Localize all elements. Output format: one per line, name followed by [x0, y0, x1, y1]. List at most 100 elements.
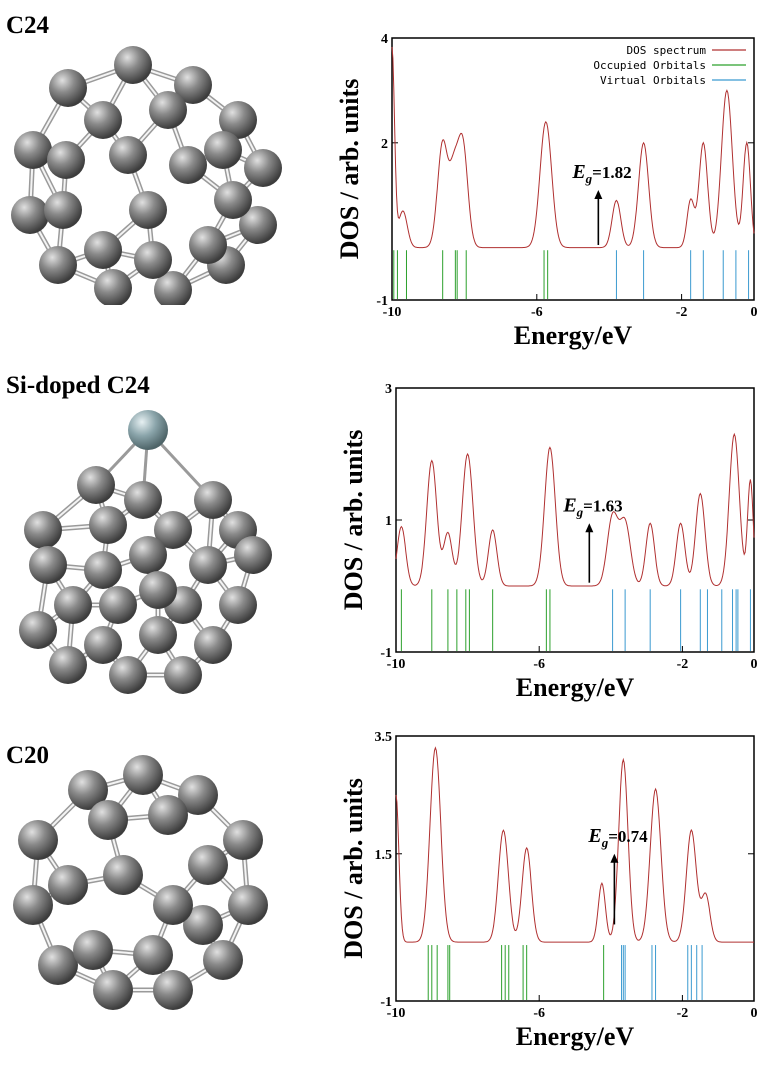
x-tick-label: 0: [751, 657, 758, 672]
molecule-label-si-doped-c24: Si-doped C24: [6, 372, 150, 399]
plot-frame: [395, 735, 755, 1002]
carbon-atom: [11, 196, 49, 234]
carbon-atom: [223, 820, 263, 860]
y-tick-label: -1: [380, 995, 392, 1010]
x-tick-label: -6: [533, 657, 545, 672]
carbon-atom: [154, 271, 192, 305]
y-tick-label: 4: [381, 32, 388, 47]
carbon-atom: [194, 626, 232, 664]
y-tick-label: 1.5: [375, 848, 393, 863]
carbon-atom: [154, 511, 192, 549]
carbon-atom: [73, 930, 113, 970]
carbon-atom: [228, 885, 268, 925]
carbon-atom: [153, 970, 193, 1010]
legend-entry-label: Occupied Orbitals: [593, 59, 706, 72]
carbon-atom: [39, 246, 77, 284]
carbon-atom: [49, 69, 87, 107]
y-tick-label: 2: [381, 137, 388, 152]
dos-spectrum-line: [395, 746, 754, 943]
carbon-atom: [99, 586, 137, 624]
carbon-atom: [103, 855, 143, 895]
molecule-label-c24: C24: [6, 12, 50, 39]
dos-spectrum-line: [395, 432, 755, 587]
carbon-atom: [203, 940, 243, 980]
gap-arrow-head: [610, 853, 619, 863]
y-tick-label: 3: [385, 382, 392, 397]
carbon-atom: [114, 46, 152, 84]
carbon-atom: [47, 141, 85, 179]
carbon-atom: [153, 885, 193, 925]
carbon-atom: [68, 770, 108, 810]
carbon-atom: [54, 586, 92, 624]
carbon-atom: [244, 149, 282, 187]
x-tick-label: -6: [533, 1006, 545, 1021]
carbon-atom: [24, 511, 62, 549]
carbon-atom: [29, 546, 67, 584]
band-gap-label: Eg=1.63: [562, 494, 622, 519]
carbon-atom: [234, 536, 272, 574]
x-tick-label: -10: [383, 305, 402, 320]
y-tick-label: -1: [376, 294, 388, 309]
carbon-atom: [129, 536, 167, 574]
x-tick-label: -2: [677, 657, 689, 672]
carbon-atom: [38, 945, 78, 985]
carbon-atom: [93, 970, 133, 1010]
dos-chart-c20: 3.5 1.5 -1-10 -6 -2 0 Energy/eV DOS / arb. unit…: [339, 730, 758, 1051]
carbon-atom: [84, 231, 122, 269]
dos-chart-c24: 4 2 -1-10 -6 -2 0 Energy/eV DOS / arb. units Eg=…: [335, 32, 758, 350]
y-axis-title: DOS / arb. units: [339, 430, 368, 611]
y-axis-title: DOS / arb. units: [335, 79, 364, 260]
x-tick-label: 0: [751, 1006, 758, 1021]
carbon-atom: [139, 616, 177, 654]
x-tick-label: -2: [677, 1006, 689, 1021]
carbon-atom: [183, 905, 223, 945]
x-tick-label: -10: [387, 657, 406, 672]
gap-arrow-head: [594, 189, 603, 199]
carbon-atom: [123, 755, 163, 795]
carbon-atom: [164, 656, 202, 694]
carbon-atom: [134, 241, 172, 279]
carbon-atom: [148, 795, 188, 835]
silicon-atom: [128, 410, 168, 450]
x-axis-title: Energy/eV: [516, 673, 635, 702]
x-tick-label: -2: [676, 305, 688, 320]
carbon-atom: [133, 935, 173, 975]
carbon-atom: [204, 131, 242, 169]
carbon-atom: [239, 206, 277, 244]
carbon-atom: [19, 611, 57, 649]
carbon-atom: [84, 626, 122, 664]
y-tick-label: 3.5: [375, 730, 393, 745]
legend-entry-label: Virtual Orbitals: [600, 74, 706, 87]
carbon-atom: [214, 181, 252, 219]
si-doped-c24-molecule-image: [19, 410, 272, 694]
molecule-label-c20: C20: [6, 742, 50, 769]
carbon-atom: [219, 586, 257, 624]
band-gap-label: Eg=1.82: [571, 161, 631, 186]
carbon-atom: [94, 269, 132, 305]
y-tick-label: -1: [380, 646, 392, 661]
carbon-atom: [18, 820, 58, 860]
carbon-atom: [49, 646, 87, 684]
carbon-atom: [139, 571, 177, 609]
x-tick-label: -10: [387, 1006, 406, 1021]
band-gap-label: Eg=0.74: [587, 825, 648, 850]
carbon-atom: [13, 885, 53, 925]
carbon-atom: [188, 845, 228, 885]
carbon-atom: [124, 481, 162, 519]
c24-molecule-image: [11, 46, 282, 305]
carbon-atom: [194, 481, 232, 519]
carbon-atom: [189, 226, 227, 264]
y-tick-label: 1: [385, 514, 392, 529]
x-tick-label: -6: [531, 305, 543, 320]
x-tick-label: 0: [751, 305, 758, 320]
carbon-atom: [77, 466, 115, 504]
carbon-atom: [48, 865, 88, 905]
carbon-atom: [84, 551, 122, 589]
gap-arrow-head: [585, 523, 594, 533]
carbon-atom: [109, 656, 147, 694]
dos-chart-si-doped-c24: 3 1 -1-10 -6 -2 0 Energy/eV DOS / arb. units Eg=…: [339, 382, 758, 702]
legend-entry-label: DOS spectrum: [627, 44, 707, 57]
carbon-atom: [174, 66, 212, 104]
x-axis-title: Energy/eV: [516, 1022, 635, 1051]
plot-frame: [391, 37, 755, 301]
